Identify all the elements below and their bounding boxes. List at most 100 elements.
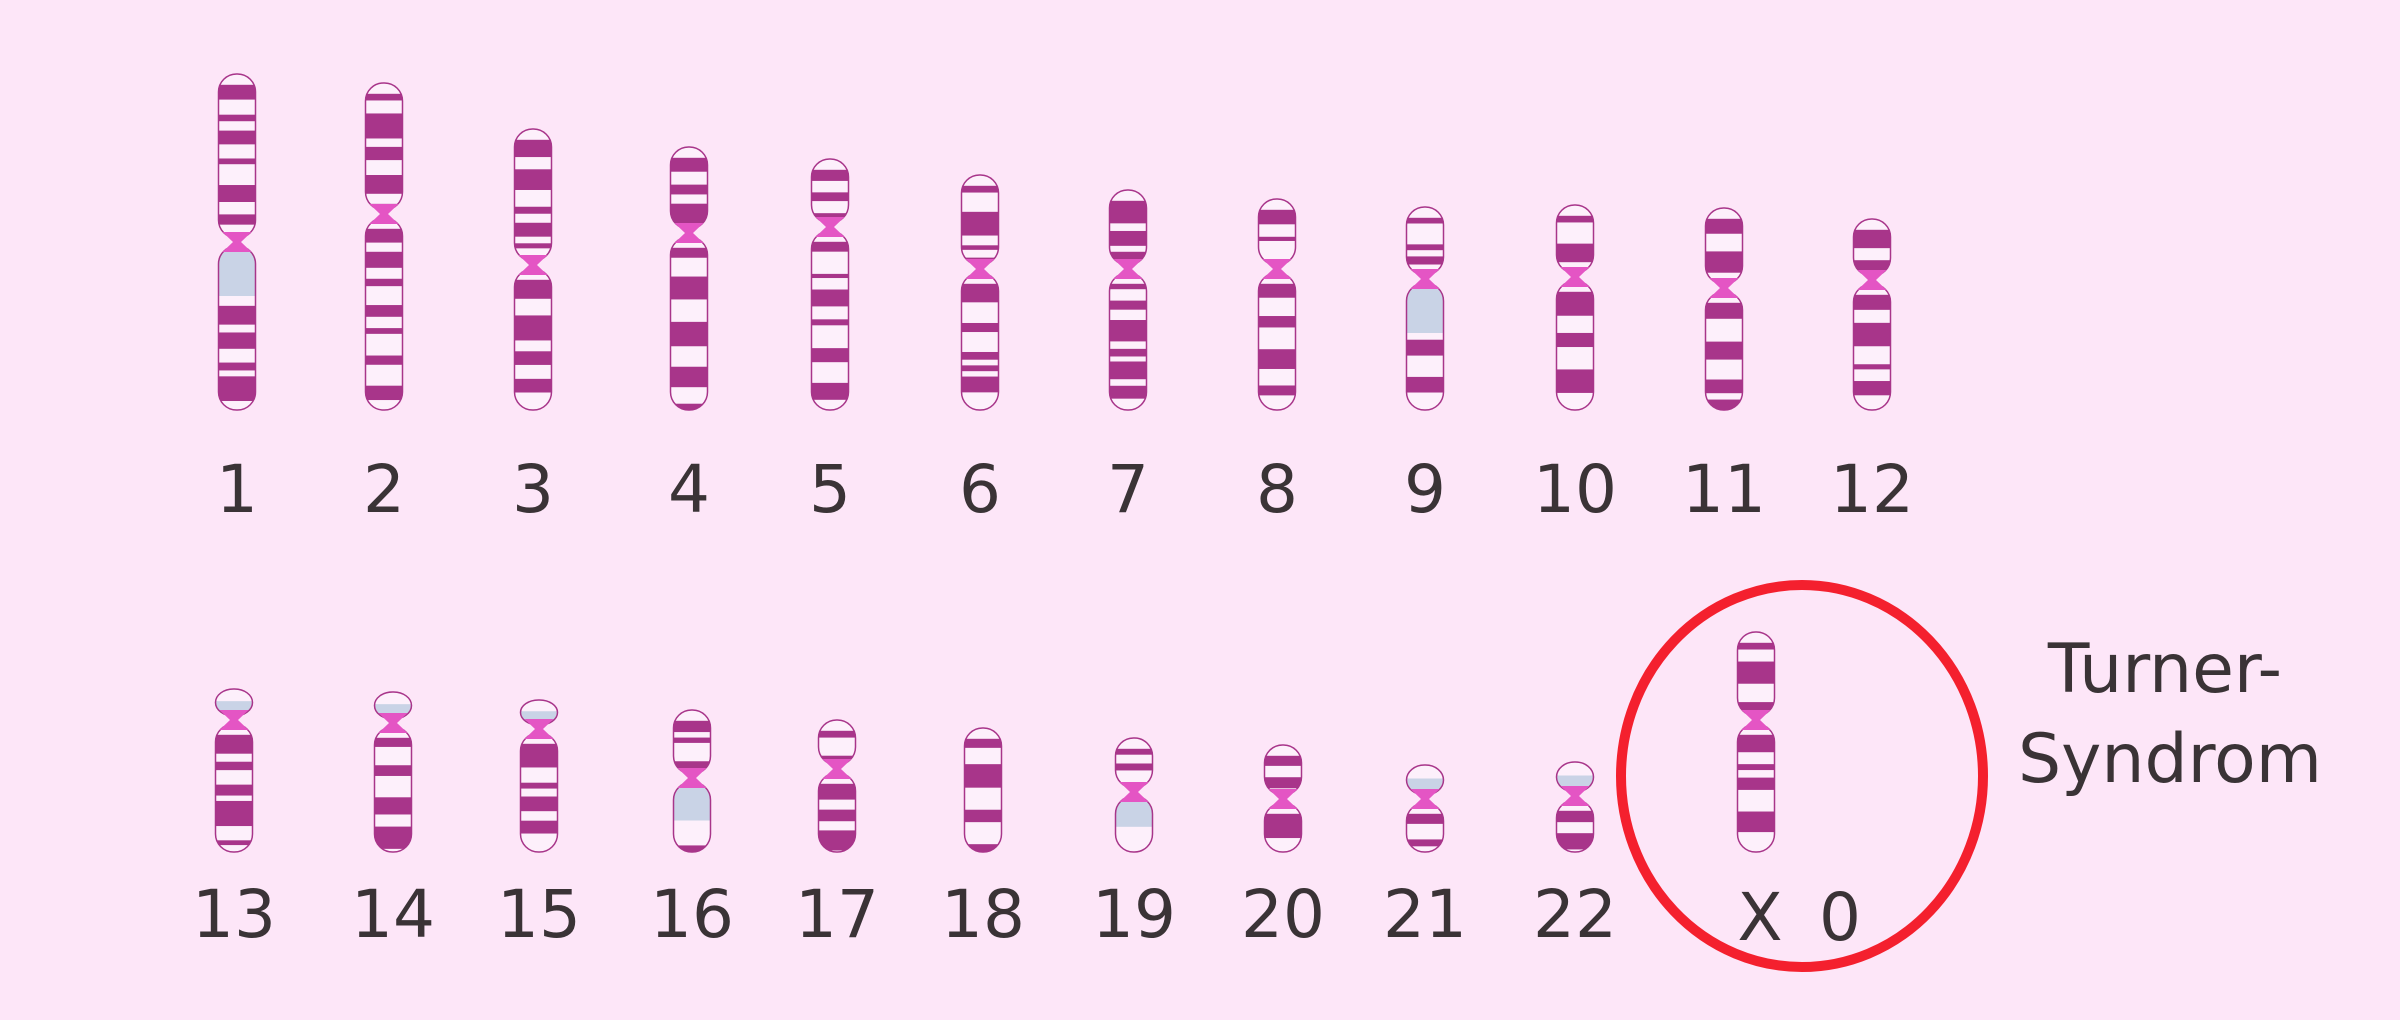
band (218, 130, 256, 145)
band (811, 241, 849, 252)
band (1109, 200, 1147, 224)
centromere (1410, 269, 1440, 289)
centromere (1119, 782, 1149, 802)
centromere (1560, 267, 1590, 287)
band (1853, 229, 1891, 249)
centromere (815, 217, 845, 237)
label-chromosome-7: 7 (1107, 451, 1149, 528)
q-arm (215, 724, 253, 852)
label-chromosome-13: 13 (192, 876, 276, 953)
band (1258, 316, 1296, 328)
label-chromosome-20: 20 (1241, 876, 1325, 953)
label-chromosome-14: 14 (351, 876, 435, 953)
band (215, 734, 253, 754)
p-arm (1258, 199, 1296, 265)
band (1853, 322, 1891, 347)
q-arm (1406, 803, 1444, 852)
band (218, 158, 256, 165)
band (365, 113, 403, 139)
centromere (219, 710, 249, 730)
band (1737, 661, 1775, 684)
band (514, 243, 552, 249)
band (811, 273, 849, 279)
p-arm (673, 710, 711, 774)
band (215, 784, 253, 796)
band (1737, 764, 1775, 771)
p-arm (1406, 207, 1444, 275)
band (374, 737, 412, 747)
p-arm (514, 129, 552, 261)
band (673, 720, 711, 733)
label-chromosome-10: 10 (1533, 451, 1617, 528)
band (1853, 294, 1891, 310)
band (1264, 755, 1302, 766)
band (1737, 811, 1775, 833)
band (365, 175, 403, 194)
band (1705, 341, 1743, 360)
band (514, 378, 552, 393)
band (1264, 777, 1302, 789)
band (1737, 777, 1775, 790)
centromere (822, 759, 852, 779)
centromere (965, 259, 995, 279)
band (365, 93, 403, 101)
p-arm (1737, 632, 1775, 716)
band (1705, 399, 1743, 410)
heterochromatin (673, 782, 711, 821)
band (215, 840, 253, 846)
band (961, 283, 999, 303)
band (1258, 283, 1296, 298)
band (1109, 251, 1147, 262)
p-arm (365, 83, 403, 210)
centromere (378, 713, 408, 733)
label-chromosome-17: 17 (795, 876, 879, 953)
syndrome-title-line1: Turner- (2047, 630, 2282, 709)
band (670, 366, 708, 388)
label-chromosome-22: 22 (1533, 876, 1617, 953)
band (818, 809, 856, 822)
q-arm (670, 237, 708, 410)
label-chromosome-8: 8 (1256, 451, 1298, 528)
band (1406, 376, 1444, 393)
q-arm (365, 218, 403, 410)
p-arm (961, 175, 999, 265)
q-arm (1556, 800, 1594, 852)
band (1109, 361, 1147, 380)
p-arm (1556, 205, 1594, 273)
band (218, 332, 256, 349)
centromere (1268, 789, 1298, 809)
q-arm (1115, 796, 1153, 852)
band (1109, 320, 1147, 342)
band (670, 276, 708, 300)
q-arm (1556, 281, 1594, 410)
band (818, 783, 856, 800)
band (1556, 291, 1594, 316)
label-chromosome-6: 6 (959, 451, 1001, 528)
band (520, 820, 558, 834)
band (1406, 813, 1444, 824)
band (1109, 230, 1147, 246)
q-arm (514, 269, 552, 410)
p-arm (1115, 738, 1153, 788)
band (670, 184, 708, 195)
q-arm (673, 782, 711, 852)
q-arm (1258, 273, 1296, 410)
band (218, 84, 256, 100)
band (1406, 244, 1444, 251)
q-arm (374, 727, 412, 852)
band (218, 114, 256, 122)
syndrome-title-line2: Syndrom (2018, 720, 2322, 799)
band (514, 351, 552, 365)
q-arm (218, 246, 256, 410)
band (961, 365, 999, 372)
q-arm (520, 733, 558, 852)
band (1705, 302, 1743, 319)
band (1406, 839, 1444, 847)
chromosomes (214, 73, 1892, 853)
band (1556, 215, 1594, 223)
label-chromosome-19: 19 (1092, 876, 1176, 953)
band (964, 738, 1002, 748)
band (1737, 734, 1775, 753)
band (374, 797, 412, 815)
